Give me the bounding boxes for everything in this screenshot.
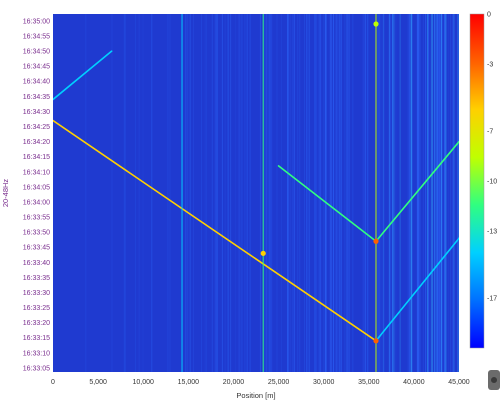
hotspot [373, 238, 379, 244]
x-tick-label: 15,000 [178, 379, 200, 386]
y-tick-label: 16:33:10 [23, 350, 50, 357]
y-axis-title: 20-48Hz [1, 179, 10, 208]
colorbar-tick-label: 0 [487, 12, 491, 19]
y-tick-label: 16:35:00 [23, 18, 50, 25]
y-tick-label: 16:34:35 [23, 94, 50, 101]
hotspot [260, 250, 266, 256]
diagonal-track [277, 165, 377, 243]
plot-area [53, 14, 459, 372]
vertical-streaks [85, 14, 459, 372]
colorbar-tick-label: -3 [487, 62, 493, 69]
y-tick-label: 16:33:50 [23, 230, 50, 237]
y-tick-label: 16:33:35 [23, 275, 50, 282]
x-tick-label: 20,000 [223, 379, 245, 386]
diagonal-track [375, 140, 459, 243]
y-tick-label: 16:33:20 [23, 320, 50, 327]
x-tick-label: 5,000 [89, 379, 107, 386]
y-tick-label: 16:34:45 [23, 64, 50, 71]
colorbar-tick-label: -13 [487, 229, 497, 236]
colorbar-ticks: 0 -3 -7 -10 -13 -17 [487, 12, 497, 303]
diagonal-track [53, 119, 377, 342]
y-tick-label: 16:33:55 [23, 215, 50, 222]
x-tick-label: 25,000 [268, 379, 290, 386]
x-tick-label: 45,000 [448, 379, 470, 386]
y-tick-label: 16:33:25 [23, 305, 50, 312]
diagonal-track [375, 237, 459, 342]
y-tick-label: 16:34:30 [23, 109, 50, 116]
y-tick-label: 16:34:25 [23, 124, 50, 131]
heatmap-features [53, 14, 459, 372]
camera-icon[interactable] [488, 370, 500, 390]
x-axis: 0 5,000 10,000 15,000 20,000 25,000 30,000 35,0… [51, 379, 470, 386]
y-tick-label: 16:33:15 [23, 335, 50, 342]
colorbar-tick-label: -17 [487, 295, 497, 302]
y-tick-label: 16:34:05 [23, 184, 50, 191]
y-tick-label: 16:33:40 [23, 260, 50, 267]
y-tick-label: 16:33:30 [23, 290, 50, 297]
colorbar-tick-label: -10 [487, 179, 497, 186]
y-tick-label: 16:34:20 [23, 139, 50, 146]
x-tick-label: 0 [51, 379, 55, 386]
y-tick-label: 16:34:55 [23, 33, 50, 40]
y-tick-label: 16:34:40 [23, 79, 50, 86]
x-axis-title: Position [m] [236, 391, 275, 400]
x-tick-label: 40,000 [403, 379, 425, 386]
y-tick-label: 16:33:05 [23, 365, 50, 372]
diagonal-track [53, 50, 113, 101]
y-tick-label: 16:33:45 [23, 245, 50, 252]
y-tick-label: 16:34:10 [23, 169, 50, 176]
y-tick-label: 16:34:15 [23, 154, 50, 161]
y-tick-label: 16:34:00 [23, 199, 50, 206]
y-axis: 16:35:00 16:34:55 16:34:50 16:34:45 16:34:40… [23, 18, 50, 372]
hotspot [373, 338, 379, 344]
x-tick-label: 10,000 [133, 379, 155, 386]
x-tick-label: 35,000 [358, 379, 380, 386]
x-tick-label: 30,000 [313, 379, 335, 386]
colorbar [469, 13, 485, 349]
y-tick-label: 16:34:50 [23, 49, 50, 56]
colorbar-tick-label: -7 [487, 128, 493, 135]
hotspot [373, 21, 379, 27]
